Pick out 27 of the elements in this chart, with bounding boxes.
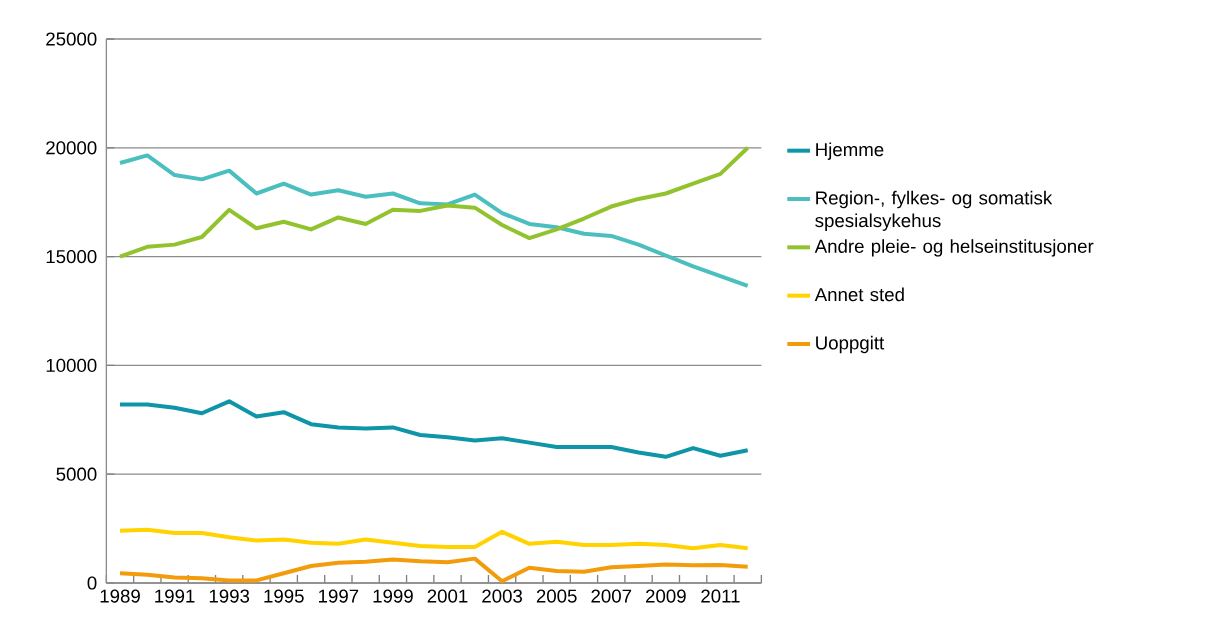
line-series xyxy=(118,556,750,584)
legend-label: Uoppgitt xyxy=(816,335,885,354)
legend-label: Region-, fylkes- og somatisk spesialsykehus xyxy=(815,190,1053,231)
legend-label: Annet sted xyxy=(814,287,904,302)
x-tick-label: 1989 xyxy=(100,589,140,603)
legend-label: Andre pleie- og helseinstitusjoner xyxy=(814,239,1094,257)
y-tick-label: 5000 xyxy=(56,467,97,481)
x-tick-label: 2009 xyxy=(646,589,686,603)
x-tick-label: 1991 xyxy=(155,589,195,603)
x-tick-label: 1999 xyxy=(373,589,413,603)
y-tick-label: 10000 xyxy=(46,358,97,373)
y-tick-label: 15000 xyxy=(46,249,97,264)
x-tick-label: 2011 xyxy=(701,589,740,603)
y-tick-label: 0 xyxy=(87,576,97,590)
x-tick-label: 1995 xyxy=(264,589,304,603)
x-tick-label: 2007 xyxy=(591,589,632,603)
y-tick-label: 25000 xyxy=(46,32,97,46)
x-tick-label: 1997 xyxy=(319,589,359,603)
line-series xyxy=(118,527,750,551)
x-tick-label: 1993 xyxy=(209,589,250,603)
y-tick-label: 20000 xyxy=(46,141,97,155)
x-tick-label: 2003 xyxy=(482,589,523,603)
x-tick-label: 2005 xyxy=(536,589,577,603)
line-series xyxy=(118,145,750,259)
line-series xyxy=(118,153,750,288)
legend-label: Hjemme xyxy=(816,142,884,160)
x-tick-label: 2001 xyxy=(427,589,468,603)
